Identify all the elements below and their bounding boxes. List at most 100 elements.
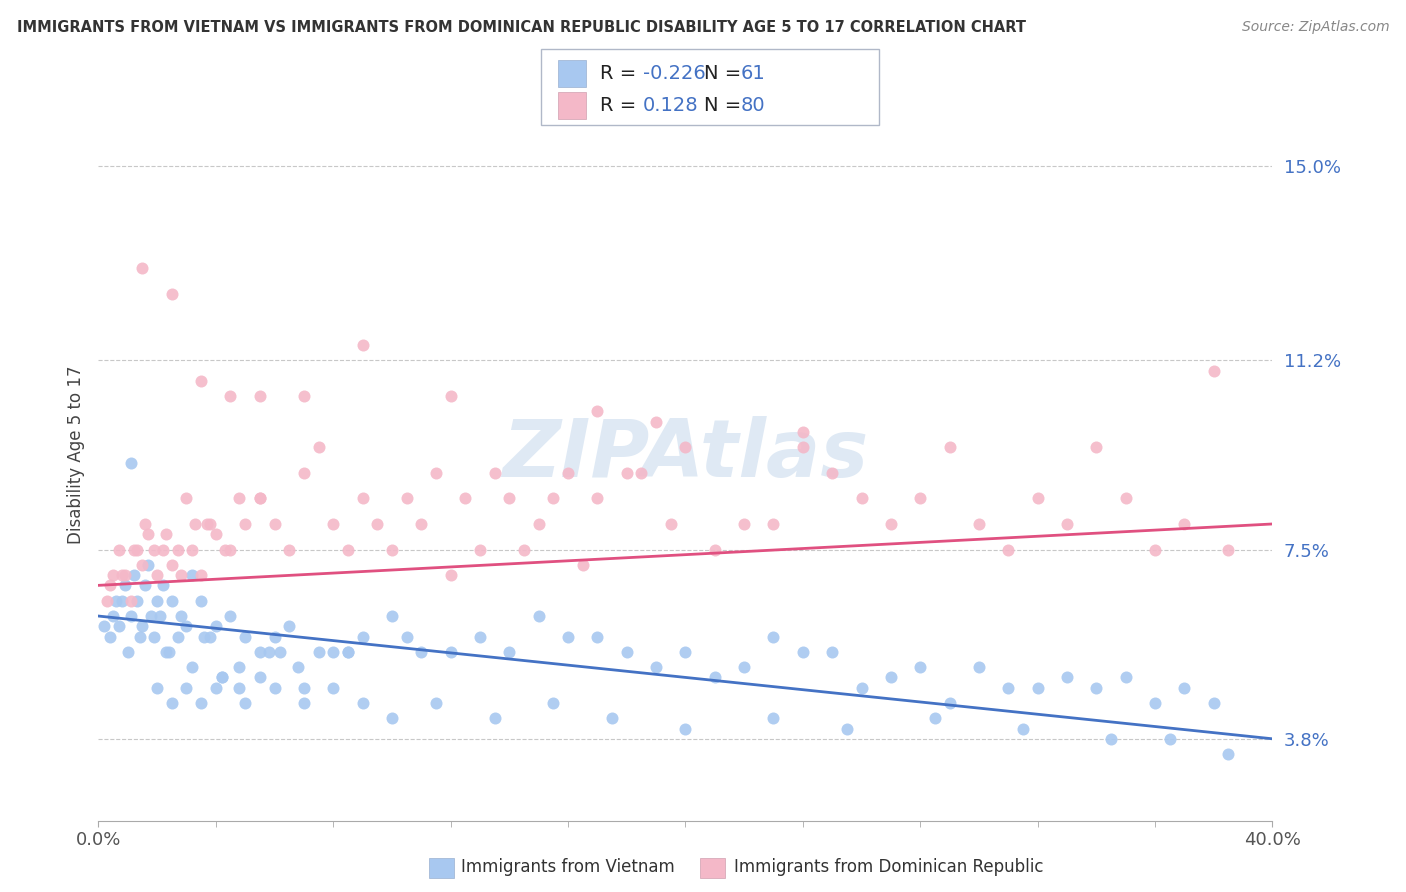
Point bbox=[257, 645, 280, 659]
Point bbox=[263, 630, 285, 644]
Point bbox=[149, 609, 172, 624]
Point bbox=[1218, 542, 1240, 557]
Point bbox=[136, 558, 159, 572]
Point bbox=[308, 440, 330, 454]
Point bbox=[880, 670, 903, 684]
Point bbox=[131, 558, 153, 572]
Point bbox=[352, 630, 374, 644]
Point bbox=[484, 466, 506, 480]
Point bbox=[1099, 731, 1122, 746]
Point bbox=[233, 630, 256, 644]
Point bbox=[454, 491, 477, 506]
Point bbox=[792, 440, 814, 454]
Point bbox=[181, 542, 204, 557]
Point bbox=[211, 670, 233, 684]
Point bbox=[308, 645, 330, 659]
Point bbox=[114, 578, 136, 592]
Point bbox=[176, 619, 198, 633]
Point bbox=[160, 593, 183, 607]
Point bbox=[366, 516, 388, 531]
Text: R =: R = bbox=[600, 95, 643, 115]
Point bbox=[498, 491, 520, 506]
Point bbox=[190, 696, 212, 710]
Point bbox=[880, 516, 903, 531]
Point bbox=[190, 593, 212, 607]
Point bbox=[1085, 681, 1108, 695]
Point bbox=[157, 645, 180, 659]
Point bbox=[352, 696, 374, 710]
Point bbox=[440, 568, 463, 582]
Point bbox=[263, 516, 285, 531]
Point bbox=[336, 645, 359, 659]
Point bbox=[292, 389, 315, 403]
Point bbox=[1115, 491, 1137, 506]
Text: Immigrants from Vietnam: Immigrants from Vietnam bbox=[461, 858, 675, 876]
Point bbox=[967, 516, 990, 531]
Point bbox=[322, 516, 344, 531]
Point bbox=[1026, 491, 1049, 506]
Point bbox=[249, 670, 271, 684]
Text: N =: N = bbox=[704, 63, 748, 83]
Point bbox=[136, 527, 159, 541]
Point bbox=[395, 491, 418, 506]
Point bbox=[938, 440, 960, 454]
Point bbox=[117, 645, 139, 659]
Point bbox=[411, 645, 433, 659]
Point bbox=[134, 516, 156, 531]
Point bbox=[152, 542, 174, 557]
Point bbox=[1173, 681, 1195, 695]
Point bbox=[1056, 516, 1078, 531]
Text: 61: 61 bbox=[741, 63, 766, 83]
Point bbox=[703, 542, 725, 557]
Point bbox=[484, 711, 506, 725]
Point bbox=[176, 491, 198, 506]
Point bbox=[1056, 670, 1078, 684]
Point bbox=[146, 681, 169, 695]
Text: IMMIGRANTS FROM VIETNAM VS IMMIGRANTS FROM DOMINICAN REPUBLIC DISABILITY AGE 5 T: IMMIGRANTS FROM VIETNAM VS IMMIGRANTS FR… bbox=[17, 20, 1026, 35]
Point bbox=[134, 578, 156, 592]
Point bbox=[543, 491, 565, 506]
Point bbox=[120, 593, 142, 607]
Point bbox=[1115, 670, 1137, 684]
Point bbox=[498, 645, 520, 659]
Point bbox=[616, 466, 638, 480]
Point bbox=[269, 645, 291, 659]
Point bbox=[249, 389, 271, 403]
Point bbox=[111, 593, 134, 607]
Point bbox=[762, 516, 785, 531]
Point bbox=[292, 681, 315, 695]
Point bbox=[557, 466, 579, 480]
Point bbox=[181, 660, 204, 674]
Text: 80: 80 bbox=[741, 95, 766, 115]
Point bbox=[645, 415, 668, 429]
Point bbox=[228, 660, 250, 674]
Text: -0.226: -0.226 bbox=[643, 63, 706, 83]
Point bbox=[131, 619, 153, 633]
Point bbox=[143, 630, 166, 644]
Point bbox=[792, 645, 814, 659]
Text: ZIPAtlas: ZIPAtlas bbox=[502, 416, 869, 494]
Point bbox=[733, 516, 755, 531]
Point bbox=[322, 681, 344, 695]
Point bbox=[1159, 731, 1181, 746]
Point bbox=[190, 374, 212, 388]
Point bbox=[468, 630, 491, 644]
Point bbox=[198, 516, 221, 531]
Point bbox=[967, 660, 990, 674]
Point bbox=[176, 681, 198, 695]
Point bbox=[659, 516, 682, 531]
Point bbox=[198, 630, 221, 644]
Point bbox=[131, 261, 153, 276]
Point bbox=[1218, 747, 1240, 761]
Point bbox=[193, 630, 215, 644]
Point bbox=[122, 542, 145, 557]
Point bbox=[108, 619, 131, 633]
Point bbox=[169, 568, 191, 582]
Point bbox=[762, 630, 785, 644]
Point bbox=[101, 568, 124, 582]
Point bbox=[249, 645, 271, 659]
Point bbox=[146, 593, 169, 607]
Point bbox=[205, 681, 228, 695]
Point bbox=[468, 542, 491, 557]
Point bbox=[571, 558, 593, 572]
